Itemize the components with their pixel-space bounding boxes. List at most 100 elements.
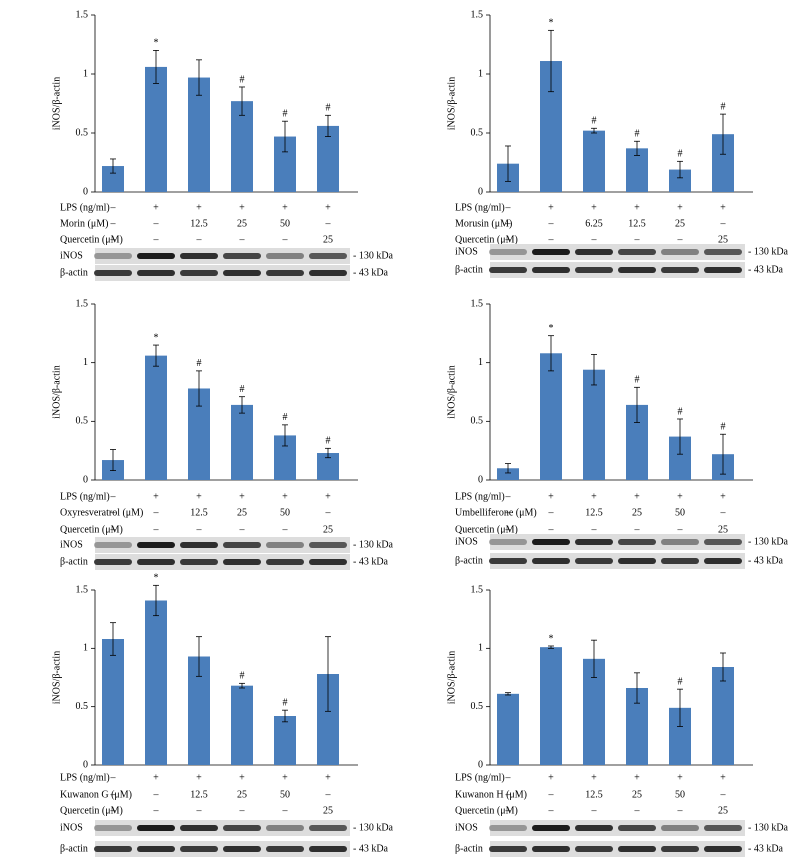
blot-band xyxy=(94,270,132,276)
blot-band xyxy=(532,846,570,852)
blot-band xyxy=(704,539,742,545)
y-tick-label: 1 xyxy=(478,357,483,368)
y-tick-label: 1.5 xyxy=(471,9,484,20)
error-bar xyxy=(153,584,159,617)
treatment-value: – xyxy=(677,524,684,535)
significance-mark: # xyxy=(635,129,640,140)
treatment-value: – xyxy=(591,805,598,816)
blot-band xyxy=(180,825,218,831)
treatment-label: Quercetin (μM) xyxy=(455,234,518,245)
treatment-value: 25 xyxy=(323,805,333,816)
blot-band xyxy=(618,558,656,564)
treatment-value: – xyxy=(196,524,203,535)
blot-band xyxy=(223,846,261,852)
blot-band xyxy=(266,270,304,276)
treatment-value: 50 xyxy=(280,789,290,800)
blot-band xyxy=(704,846,742,852)
blot-band xyxy=(704,825,742,831)
blot-band xyxy=(704,267,742,273)
y-tick-label: 0 xyxy=(83,186,88,197)
y-tick-label: 0.5 xyxy=(471,416,484,427)
blot-size: - 130 kDa xyxy=(353,250,394,261)
blot-band xyxy=(94,253,132,259)
significance-mark: # xyxy=(721,422,726,433)
treatment-value: + xyxy=(196,202,202,213)
blot-size: - 130 kDa xyxy=(748,246,789,257)
treatment-value: 12.5 xyxy=(628,218,646,229)
y-tick-label: 1 xyxy=(83,643,88,654)
significance-mark: * xyxy=(154,38,159,49)
blot-band xyxy=(266,253,304,259)
treatment-value: – xyxy=(239,234,246,245)
blot-label: β-actin xyxy=(60,843,88,854)
blot-band xyxy=(575,825,613,831)
y-axis-label: iNOS/β-actin xyxy=(446,651,457,704)
bar xyxy=(712,667,734,765)
bar xyxy=(188,656,210,765)
error-bar xyxy=(591,127,597,134)
blot-band xyxy=(266,846,304,852)
treatment-value: + xyxy=(591,491,597,502)
y-axis-label: iNOS/β-actin xyxy=(446,365,457,418)
treatment-value: + xyxy=(196,491,202,502)
treatment-value: 50 xyxy=(675,789,685,800)
blot-band xyxy=(137,542,175,548)
blot-band xyxy=(309,846,347,852)
treatment-label: LPS (ng/ml) xyxy=(455,202,505,213)
y-tick-label: 0 xyxy=(478,474,483,485)
error-bar xyxy=(282,120,288,153)
blot-band xyxy=(618,249,656,255)
treatment-value: – xyxy=(196,234,203,245)
error-bar xyxy=(239,682,245,689)
blot-band xyxy=(180,253,218,259)
treatment-value: + xyxy=(548,202,554,213)
blot-band xyxy=(618,846,656,852)
blot-band xyxy=(489,558,527,564)
treatment-value: – xyxy=(282,805,289,816)
blot-label: iNOS xyxy=(455,246,478,257)
y-tick-label: 1 xyxy=(83,357,88,368)
treatment-value: – xyxy=(720,789,727,800)
significance-mark: * xyxy=(154,332,159,343)
bar xyxy=(317,125,339,192)
blot-band xyxy=(137,270,175,276)
blot-band xyxy=(223,270,261,276)
blot-band xyxy=(661,267,699,273)
blot-band xyxy=(180,542,218,548)
blot-background xyxy=(95,820,350,836)
treatment-value: 25 xyxy=(718,524,728,535)
bar xyxy=(145,66,167,192)
treatment-value: – xyxy=(153,507,160,518)
treatment-value: + xyxy=(634,772,640,783)
blot-band xyxy=(532,267,570,273)
treatment-value: + xyxy=(591,202,597,213)
blot-band xyxy=(309,559,347,565)
treatment-value: – xyxy=(548,507,555,518)
blot-label: β-actin xyxy=(455,555,483,566)
blot-band xyxy=(309,270,347,276)
blot-band xyxy=(575,846,613,852)
treatment-value: 25 xyxy=(718,805,728,816)
treatment-value: – xyxy=(110,507,117,518)
error-bar xyxy=(634,386,640,423)
treatment-value: – xyxy=(634,234,641,245)
treatment-label: Kuwanon G (μM) xyxy=(60,789,132,800)
treatment-value: 12.5 xyxy=(190,789,208,800)
significance-mark: * xyxy=(549,633,554,644)
bar xyxy=(145,600,167,765)
treatment-label: LPS (ng/ml) xyxy=(455,491,505,502)
treatment-label: Umbelliferone (μM) xyxy=(455,507,537,518)
blot-background xyxy=(95,554,350,570)
error-bar xyxy=(110,449,116,472)
treatment-value: + xyxy=(282,202,288,213)
blot-band xyxy=(180,559,218,565)
error-bar xyxy=(505,692,511,696)
blot-background xyxy=(490,820,745,836)
significance-mark: # xyxy=(283,412,288,423)
treatment-value: – xyxy=(634,524,641,535)
treatment-value: – xyxy=(505,507,512,518)
treatment-label: Quercetin (μM) xyxy=(455,524,518,535)
blot-size: - 130 kDa xyxy=(748,822,789,833)
